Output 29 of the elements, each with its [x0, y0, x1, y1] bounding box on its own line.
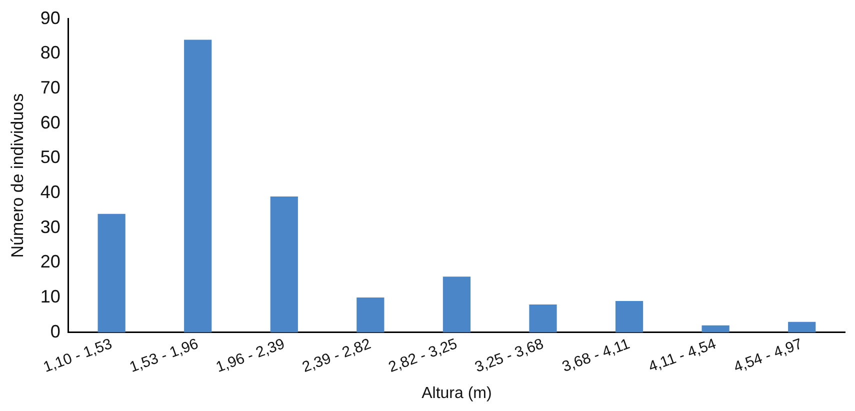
y-tick-label: 0 [50, 321, 60, 342]
bar [356, 298, 384, 332]
bar [702, 325, 730, 332]
x-tick-label: 2,39 - 2,82 [300, 335, 374, 376]
x-tick-label: 3,25 - 3,68 [472, 335, 546, 376]
y-tick-label: 90 [40, 8, 60, 28]
bar [788, 322, 816, 332]
y-tick-label: 80 [40, 42, 60, 63]
y-tick-label: 50 [40, 147, 60, 168]
y-tick-label: 60 [40, 112, 60, 132]
bar [98, 214, 126, 332]
y-tick-label: 20 [40, 252, 60, 272]
bar [442, 276, 471, 332]
bar [184, 40, 212, 332]
y-tick-label: 10 [40, 286, 60, 306]
bar [270, 196, 298, 332]
bar [615, 301, 644, 332]
x-tick-label: 4,54 - 4,97 [731, 335, 805, 376]
y-tick-label: 40 [40, 182, 60, 202]
y-axis-title: Número de individuos [8, 93, 27, 258]
x-tick-label: 2,82 - 3,25 [386, 335, 460, 376]
bar [529, 304, 557, 332]
y-tick-label: 30 [40, 216, 60, 237]
x-tick-label: 1,96 - 2,39 [214, 335, 287, 376]
x-tick-label: 3,68 - 4,11 [560, 335, 632, 376]
x-tick-label: 1,53 - 1,96 [127, 335, 201, 376]
y-tick-label: 70 [40, 77, 60, 98]
x-axis-title: Altura (m) [422, 384, 492, 402]
x-tick-label: 4,11 - 4,54 [646, 335, 718, 376]
